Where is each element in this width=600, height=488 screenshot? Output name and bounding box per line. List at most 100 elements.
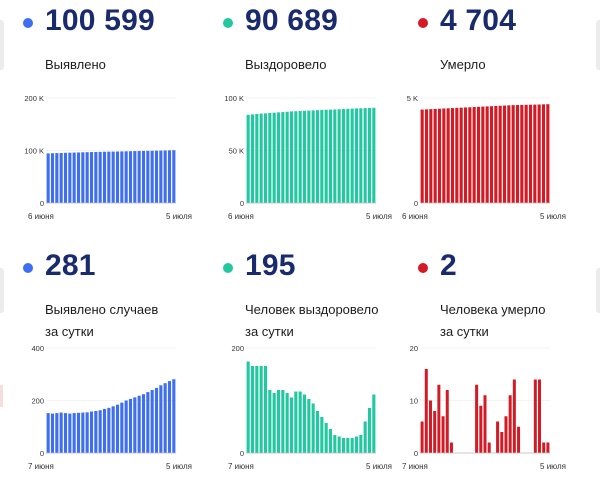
color-dot-icon (223, 263, 233, 273)
x-tick-label: 6 июня (28, 212, 54, 221)
stat-panel-4: 281 Выявлено случаев за сутки 0 200 400 7 июня… (15, 245, 205, 485)
bar (542, 442, 546, 453)
bar (508, 395, 512, 453)
bar (289, 111, 294, 203)
stat-value: 2 (440, 249, 457, 282)
bar (307, 399, 311, 453)
bar (511, 105, 515, 203)
bar (120, 151, 124, 203)
bar (137, 151, 141, 203)
bar-chart-2: 0 50 K 100 K 6 июня 5 июля (224, 94, 392, 221)
y-tick-label: 10 (410, 397, 418, 406)
bar (102, 151, 107, 203)
stat-panel-1: 100 599 Выявлено 0 100 K 200 K 6 июня 5 июля (15, 0, 205, 240)
bar (494, 105, 498, 203)
bar (455, 107, 459, 203)
bar (446, 108, 450, 203)
bar (76, 412, 81, 453)
bar (276, 112, 281, 203)
bar (294, 111, 298, 203)
bar (372, 107, 376, 203)
stat-label-line: Выявлено (45, 57, 106, 72)
bar (285, 111, 289, 203)
bar (476, 106, 481, 203)
y-tick-label: 20 (410, 344, 418, 353)
bar (259, 366, 263, 453)
bar (302, 394, 307, 453)
bar (333, 435, 337, 453)
bar (445, 390, 449, 453)
stat-label: Выявлено (45, 54, 106, 76)
bar (268, 390, 272, 453)
left-edge-strip (0, 20, 4, 70)
x-tick-label: 5 июля (166, 462, 192, 471)
stat-label-line: за сутки (45, 324, 94, 339)
bar (124, 400, 128, 453)
stat-value: 281 (45, 249, 96, 282)
bar (255, 366, 259, 453)
bar (420, 421, 424, 453)
stat-panel-3: 4 704 Умерло 0 5 K 6 июня 5 июля (402, 0, 600, 240)
stat-label-line: Выявлено случаев (45, 302, 159, 317)
bar (276, 390, 281, 453)
bar (55, 153, 59, 203)
bar (85, 412, 89, 453)
bar (507, 105, 511, 203)
bar (520, 104, 524, 203)
bar (146, 392, 150, 453)
bar-chart-1: 0 100 K 200 K 6 июня 5 июля (24, 94, 192, 221)
bar (315, 110, 320, 203)
bar (328, 109, 333, 203)
bar (250, 114, 255, 203)
bar (472, 107, 476, 203)
x-tick-label: 7 июня (228, 462, 254, 471)
bar (111, 151, 115, 203)
bar (128, 151, 133, 203)
bar (285, 393, 289, 453)
stat-label-line: Выздоровело (245, 57, 327, 72)
bar (255, 113, 259, 203)
bar (298, 391, 302, 453)
x-tick-label: 5 июля (540, 462, 566, 471)
x-tick-label: 7 июня (28, 462, 54, 471)
bar (263, 113, 268, 203)
bar (502, 105, 507, 203)
bar (479, 405, 483, 453)
bar (350, 438, 354, 453)
bar (98, 151, 102, 203)
x-tick-label: 5 июля (166, 212, 192, 221)
stat-panel-6: 2 Человека умерло за сутки 0 10 20 7 июня 5 июл… (402, 245, 600, 485)
y-tick-label: 5 K (407, 94, 418, 103)
stat-label: Человек выздоровело за сутки (245, 299, 378, 343)
color-dot-icon (23, 18, 33, 28)
bar (428, 400, 432, 453)
bar (546, 442, 550, 453)
bar (498, 105, 502, 203)
bar (298, 111, 302, 203)
bar (167, 381, 172, 453)
right-edge-strip (596, 268, 600, 313)
bar (533, 379, 537, 453)
bar (354, 436, 359, 453)
bar (141, 394, 146, 453)
bar (475, 384, 479, 453)
bar (468, 107, 472, 203)
bar (533, 104, 537, 203)
bar (346, 108, 350, 203)
bar (98, 410, 102, 453)
bar (315, 411, 320, 453)
bar (429, 109, 433, 203)
bar (72, 413, 76, 453)
x-tick-label: 6 июня (228, 212, 254, 221)
bar (337, 109, 341, 203)
bar-chart-5: 0 200 7 июня 5 июля (228, 344, 392, 471)
bar (50, 413, 55, 453)
bar (63, 152, 68, 203)
left-edge-strip (0, 268, 4, 313)
bar (359, 435, 363, 453)
bar-chart-6: 0 10 20 7 июня 5 июля (402, 344, 566, 471)
bar (420, 109, 424, 203)
bar (449, 442, 453, 453)
bar (483, 395, 487, 453)
bar (272, 393, 276, 453)
